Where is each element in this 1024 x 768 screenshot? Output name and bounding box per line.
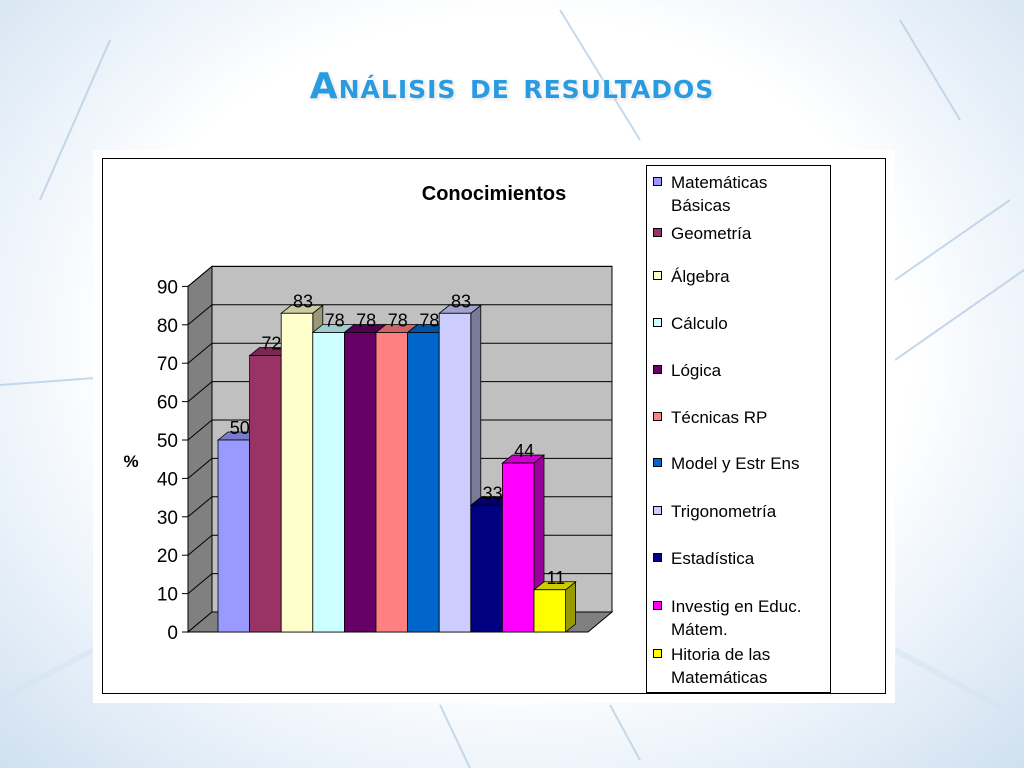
slide-title: Análisis de resultados: [309, 66, 715, 107]
legend-swatch: [653, 553, 662, 562]
bar: [217, 439, 251, 633]
data-label: 83: [293, 291, 313, 311]
legend-label: Cálculo: [671, 314, 728, 333]
legend-label: Matemáticas Básicas: [671, 173, 768, 215]
legend-swatch: [653, 649, 662, 658]
gridline: [187, 304, 612, 326]
legend-swatch: [653, 506, 662, 515]
legend-label: Hitoria de las Matemáticas: [671, 645, 771, 687]
y-tick-label: 80: [157, 316, 178, 337]
y-tick-label: 70: [157, 354, 178, 375]
data-label: 78: [419, 310, 439, 330]
gridline: [187, 265, 612, 287]
chart-legend: Matemáticas Básicas Geometría Álgebra Cálcu…: [646, 165, 831, 693]
bar: [375, 332, 409, 633]
legend-swatch: [653, 365, 662, 374]
bar: [249, 355, 282, 633]
legend-label: Estadística: [671, 549, 755, 568]
data-label: 50: [230, 418, 250, 438]
bar: [438, 312, 472, 633]
legend-swatch: [653, 318, 662, 327]
legend-label: Trigonometría: [671, 502, 777, 521]
bar: [312, 332, 345, 633]
legend-label: Investig en Educ. Mátem.: [671, 597, 802, 639]
y-tick-label: 30: [157, 508, 178, 529]
chart-frame: [102, 158, 886, 694]
data-label: 11: [546, 568, 565, 588]
legend-swatch: [653, 458, 662, 467]
data-label: 44: [514, 441, 534, 461]
data-label: 78: [388, 310, 408, 330]
legend-swatch: [653, 601, 662, 610]
y-tick-label: 0: [167, 623, 178, 644]
data-label: 78: [356, 310, 376, 330]
y-axis-label: %: [123, 452, 138, 471]
legend-swatch: [653, 412, 662, 421]
legend-swatch: [653, 228, 662, 237]
bar-side: [565, 580, 576, 633]
legend-label: Lógica: [671, 361, 722, 380]
legend-swatch: [653, 271, 662, 280]
y-tick-label: 10: [157, 585, 178, 606]
y-tick-label: 60: [157, 393, 178, 414]
legend-label: Geometría: [671, 224, 752, 243]
bar: [407, 332, 440, 633]
bar: [280, 312, 314, 633]
legend-label: Álgebra: [671, 267, 730, 286]
y-tick-label: 50: [157, 431, 178, 452]
chart-title: Conocimientos: [422, 183, 566, 205]
bar: [533, 589, 567, 633]
bar: [343, 332, 377, 633]
legend-label: Model y Estr Ens: [671, 454, 800, 473]
bar: [501, 462, 535, 633]
y-tick-label: 90: [157, 277, 178, 298]
data-label: 83: [451, 291, 471, 311]
y-tick-label: 40: [157, 469, 178, 490]
legend-label: Técnicas RP: [671, 408, 768, 427]
legend-swatch: [653, 177, 662, 186]
data-label: 33: [483, 483, 503, 503]
data-label: 78: [325, 310, 345, 330]
bar: [470, 504, 503, 633]
data-label: 72: [261, 334, 281, 354]
y-tick-label: 20: [157, 546, 178, 567]
